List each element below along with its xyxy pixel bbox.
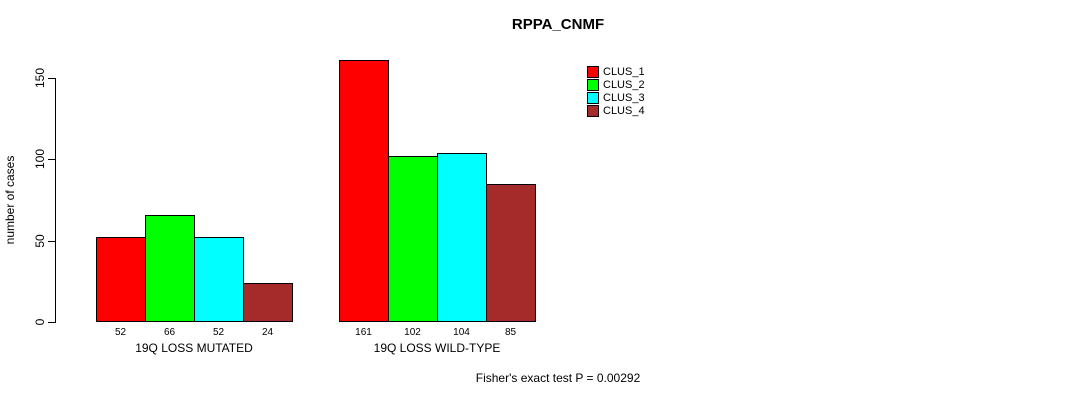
bar-value-label: 104 <box>453 327 470 338</box>
bar-value-label: 85 <box>504 327 517 338</box>
y-axis-tick <box>48 240 55 242</box>
fisher-test-annotation: Fisher's exact test P = 0.00292 <box>475 371 641 385</box>
bar-clus_2-group-2 <box>388 156 438 322</box>
legend-label-clus_1: CLUS_1 <box>603 66 645 78</box>
bar-clus_4-group-2 <box>486 184 536 322</box>
bar-value-label: 161 <box>355 327 372 338</box>
legend-label-clus_4: CLUS_4 <box>603 105 645 117</box>
legend-label-clus_2: CLUS_2 <box>603 79 645 91</box>
y-axis-tick-label: 150 <box>33 67 47 89</box>
bar-clus_3-group-1 <box>194 237 244 322</box>
y-axis-line <box>55 78 56 323</box>
y-axis-tick-label: 100 <box>33 149 47 170</box>
legend-swatch-clus_2 <box>587 79 599 91</box>
chart-title: RPPA_CNMF <box>511 16 605 33</box>
bar-clus_1-group-1 <box>96 237 146 322</box>
bar-clus_3-group-2 <box>437 153 487 322</box>
y-axis-tick <box>48 159 55 161</box>
legend-swatch-clus_4 <box>587 105 599 117</box>
bar-value-label: 52 <box>114 327 127 338</box>
bar-clus_4-group-1 <box>243 283 293 322</box>
legend-swatch-clus_3 <box>587 92 599 104</box>
bar-value-label: 102 <box>404 327 421 338</box>
y-axis-tick-label: 50 <box>33 233 47 248</box>
bar-value-label: 52 <box>212 327 225 338</box>
bar-clus_2-group-1 <box>145 215 195 322</box>
bar-clus_1-group-2 <box>339 60 389 322</box>
legend-swatch-clus_1 <box>587 66 599 78</box>
group-label-1: 19Q LOSS MUTATED <box>135 341 253 355</box>
y-axis-tick-label: 0 <box>33 318 47 326</box>
legend-label-clus_3: CLUS_3 <box>603 92 645 104</box>
y-axis-label: number of cases <box>3 155 17 245</box>
y-axis-tick <box>48 322 55 323</box>
bar-value-label: 66 <box>163 327 176 338</box>
bar-value-label: 24 <box>261 327 274 338</box>
y-axis-tick <box>48 78 55 79</box>
group-label-2: 19Q LOSS WILD-TYPE <box>373 341 501 355</box>
